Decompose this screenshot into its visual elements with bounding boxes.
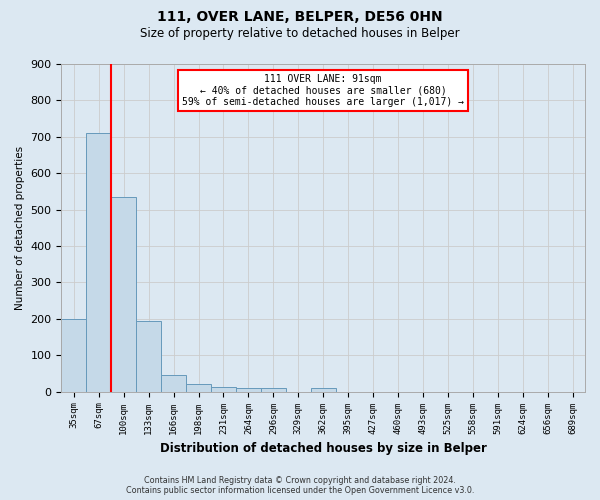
Text: 111, OVER LANE, BELPER, DE56 0HN: 111, OVER LANE, BELPER, DE56 0HN	[157, 10, 443, 24]
Text: Size of property relative to detached houses in Belper: Size of property relative to detached ho…	[140, 28, 460, 40]
Bar	[86, 133, 111, 392]
Bar	[311, 388, 335, 392]
Bar	[236, 388, 261, 392]
Bar	[161, 375, 186, 392]
Bar	[211, 386, 236, 392]
Bar	[61, 319, 86, 392]
Bar	[186, 384, 211, 392]
Text: Contains HM Land Registry data © Crown copyright and database right 2024.
Contai: Contains HM Land Registry data © Crown c…	[126, 476, 474, 495]
Bar	[261, 388, 286, 392]
Text: 111 OVER LANE: 91sqm
← 40% of detached houses are smaller (680)
59% of semi-deta: 111 OVER LANE: 91sqm ← 40% of detached h…	[182, 74, 464, 107]
X-axis label: Distribution of detached houses by size in Belper: Distribution of detached houses by size …	[160, 442, 487, 455]
Bar	[111, 197, 136, 392]
Bar	[136, 322, 161, 392]
Y-axis label: Number of detached properties: Number of detached properties	[15, 146, 25, 310]
